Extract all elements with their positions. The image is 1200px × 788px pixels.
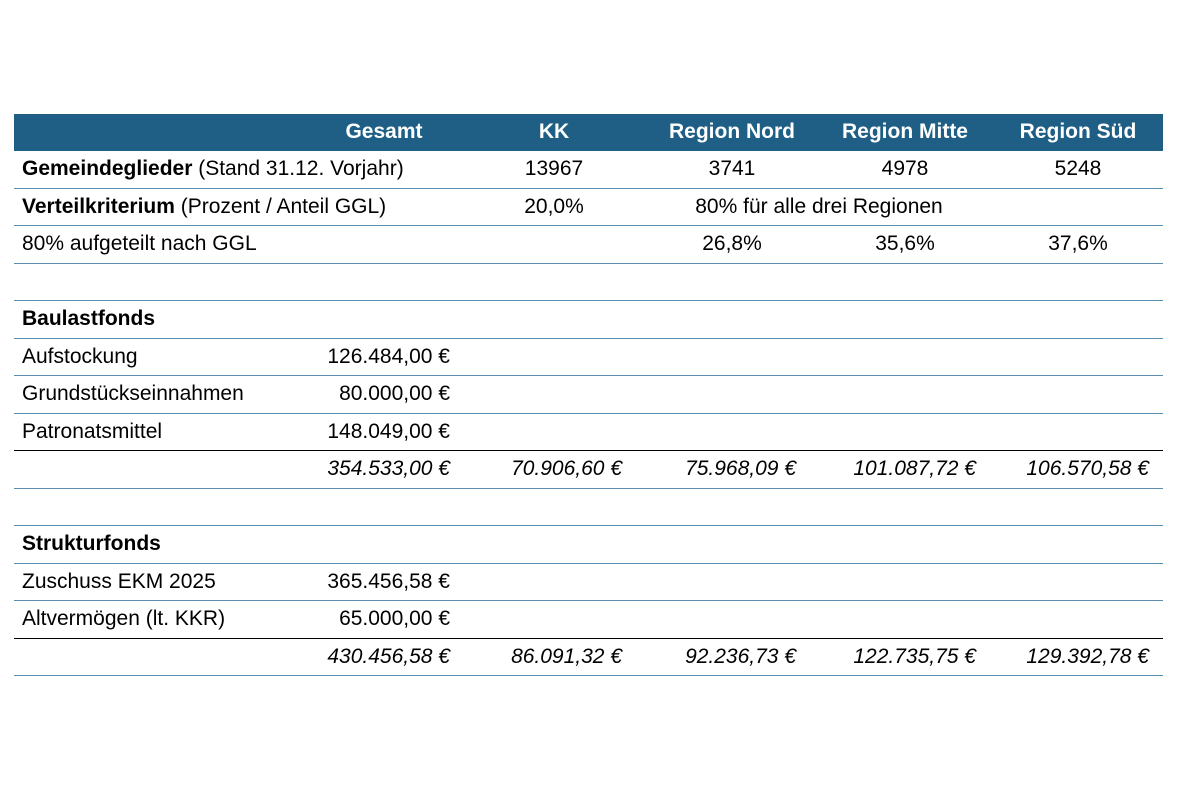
header-region-nord[interactable]: Region Nord: [669, 120, 795, 143]
label-bold: Gemeindeglieder: [22, 157, 193, 181]
cell-ggl-mitte[interactable]: 4978: [881, 157, 929, 181]
cell-baulast-sum-kk[interactable]: 70.906,60 €: [511, 457, 622, 481]
cell-ggl-sued[interactable]: 5248: [1054, 157, 1102, 181]
label-aufstockung[interactable]: Aufstockung: [22, 344, 138, 368]
cell-aufgeteilt-nord[interactable]: 26,8%: [702, 232, 762, 256]
cell-verteil-regions[interactable]: 80% für alle drei Regionen: [695, 194, 943, 218]
row-verteilkriterium: Verteilkriterium (Prozent / Anteil GGL) …: [14, 189, 1163, 226]
cell-aufstockung-gesamt[interactable]: 126.484,00 €: [327, 344, 450, 368]
label-aufgeteilt[interactable]: 80% aufgeteilt nach GGL: [22, 232, 257, 256]
cell-ggl-nord[interactable]: 3741: [708, 157, 756, 181]
cell-baulast-sum-gesamt[interactable]: 354.533,00 €: [327, 457, 450, 481]
section-title-strukturfonds[interactable]: Strukturfonds: [22, 532, 161, 556]
cell-baulast-sum-sued[interactable]: 106.570,58 €: [1026, 457, 1149, 481]
cell-baulast-sum-nord[interactable]: 75.968,09 €: [685, 457, 796, 481]
label-rest: (Prozent / Anteil GGL): [174, 194, 387, 218]
row-zuschuss: Zuschuss EKM 2025 365.456,58 €: [14, 564, 1163, 601]
cell-struktur-sum-mitte[interactable]: 122.735,75 €: [853, 644, 976, 668]
label-altvermoegen[interactable]: Altvermögen (lt. KKR): [22, 607, 226, 631]
label-grundstueckseinnahmen[interactable]: Grundstückseinnahmen: [22, 382, 244, 406]
cell-altvermoegen-gesamt[interactable]: 65.000,00 €: [339, 607, 450, 631]
label-zuschuss[interactable]: Zuschuss EKM 2025: [22, 569, 216, 593]
row-baulastfonds-title: Baulastfonds: [14, 301, 1163, 339]
label-rest: (Stand 31.12. Vorjahr): [192, 157, 404, 181]
cell-verteil-kk[interactable]: 20,0%: [524, 194, 584, 218]
label-verteilkriterium[interactable]: Verteilkriterium (Prozent / Anteil GGL): [22, 189, 386, 226]
row-empty[interactable]: [14, 264, 1163, 301]
row-aufstockung: Aufstockung 126.484,00 €: [14, 339, 1163, 376]
cell-struktur-sum-sued[interactable]: 129.392,78 €: [1026, 644, 1149, 668]
cell-struktur-sum-kk[interactable]: 86.091,32 €: [511, 644, 622, 668]
header-region-mitte[interactable]: Region Mitte: [842, 120, 968, 143]
header-gesamt[interactable]: Gesamt: [345, 120, 423, 143]
label-bold: Verteilkriterium: [22, 194, 175, 218]
row-grundstueckseinnahmen: Grundstückseinnahmen 80.000,00 €: [14, 376, 1163, 414]
cell-zuschuss-gesamt[interactable]: 365.456,58 €: [327, 569, 450, 593]
row-baulast-sum: 354.533,00 € 70.906,60 € 75.968,09 € 101…: [14, 451, 1163, 489]
row-empty[interactable]: [14, 489, 1163, 526]
row-patronatsmittel: Patronatsmittel 148.049,00 €: [14, 414, 1163, 451]
header-kk[interactable]: KK: [538, 120, 570, 143]
cell-patronat-gesamt[interactable]: 148.049,00 €: [327, 419, 450, 443]
spreadsheet-table: Gesamt KK Region Nord Region Mitte Regio…: [14, 114, 1163, 676]
cell-struktur-sum-gesamt[interactable]: 430.456,58 €: [327, 644, 450, 668]
cell-baulast-sum-mitte[interactable]: 101.087,72 €: [853, 457, 976, 481]
cell-grundstueck-gesamt[interactable]: 80.000,00 €: [339, 382, 450, 406]
cell-aufgeteilt-mitte[interactable]: 35,6%: [875, 232, 935, 256]
cell-ggl-kk[interactable]: 13967: [524, 157, 584, 181]
header-row: Gesamt KK Region Nord Region Mitte Regio…: [14, 114, 1163, 151]
row-aufgeteilt: 80% aufgeteilt nach GGL 26,8% 35,6% 37,6…: [14, 226, 1163, 264]
row-struktur-sum: 430.456,58 € 86.091,32 € 92.236,73 € 122…: [14, 639, 1163, 676]
cell-struktur-sum-nord[interactable]: 92.236,73 €: [685, 644, 796, 668]
cell-aufgeteilt-sued[interactable]: 37,6%: [1048, 232, 1108, 256]
section-title-baulastfonds[interactable]: Baulastfonds: [22, 307, 156, 331]
row-altvermoegen: Altvermögen (lt. KKR) 65.000,00 €: [14, 601, 1163, 639]
row-strukturfonds-title: Strukturfonds: [14, 526, 1163, 564]
row-gemeindeglieder: Gemeindeglieder (Stand 31.12. Vorjahr) 1…: [14, 151, 1163, 189]
label-patronatsmittel[interactable]: Patronatsmittel: [22, 419, 163, 443]
label-gemeindeglieder[interactable]: Gemeindeglieder (Stand 31.12. Vorjahr): [22, 151, 404, 188]
header-region-sued[interactable]: Region Süd: [1019, 120, 1137, 143]
